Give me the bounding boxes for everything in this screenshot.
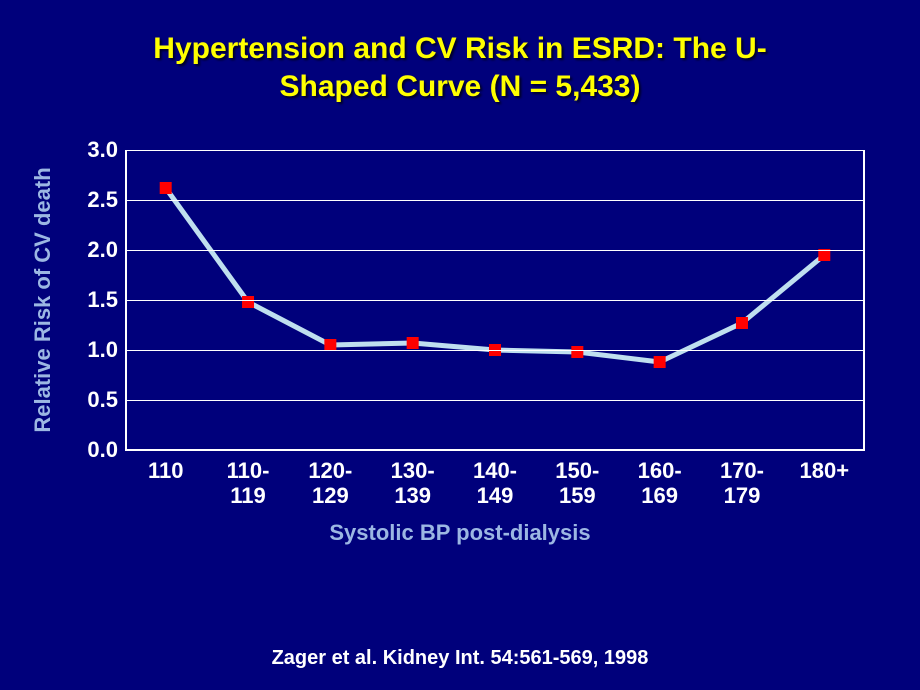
data-marker bbox=[160, 182, 172, 194]
plot-area bbox=[125, 150, 865, 450]
slide: Hypertension and CV Risk in ESRD: The U-… bbox=[0, 0, 920, 690]
x-tick-label: 110-119 bbox=[208, 458, 288, 509]
x-tick-label: 130-139 bbox=[373, 458, 453, 509]
y-tick-label: 2.0 bbox=[70, 237, 118, 263]
data-marker bbox=[736, 317, 748, 329]
data-marker bbox=[407, 337, 419, 349]
chart: Relative Risk of CV death Systolic BP po… bbox=[35, 140, 885, 570]
axis-line bbox=[125, 449, 865, 451]
title-line-1: Hypertension and CV Risk in ESRD: The U- bbox=[153, 32, 766, 65]
data-marker bbox=[654, 356, 666, 368]
y-tick-label: 3.0 bbox=[70, 137, 118, 163]
data-marker bbox=[242, 296, 254, 308]
y-tick-label: 0.0 bbox=[70, 437, 118, 463]
y-tick-label: 0.5 bbox=[70, 387, 118, 413]
y-tick-label: 2.5 bbox=[70, 187, 118, 213]
gridline bbox=[125, 200, 865, 201]
citation: Zager et al. Kidney Int. 54:561-569, 199… bbox=[0, 647, 920, 670]
axis-line bbox=[863, 150, 865, 450]
data-marker bbox=[571, 346, 583, 358]
gridline bbox=[125, 400, 865, 401]
gridline bbox=[125, 250, 865, 251]
y-tick-label: 1.0 bbox=[70, 337, 118, 363]
x-tick-label: 170-179 bbox=[702, 458, 782, 509]
x-tick-label: 180+ bbox=[784, 458, 864, 483]
x-tick-label: 140-149 bbox=[455, 458, 535, 509]
axis-line bbox=[125, 150, 127, 450]
x-tick-label: 150-159 bbox=[537, 458, 617, 509]
data-line bbox=[166, 188, 825, 362]
chart-title: Hypertension and CV Risk in ESRD: The U-… bbox=[0, 30, 920, 105]
gridline bbox=[125, 350, 865, 351]
x-tick-label: 120-129 bbox=[290, 458, 370, 509]
title-line-2: Shaped Curve (N = 5,433) bbox=[280, 70, 641, 103]
y-axis-label: Relative Risk of CV death bbox=[30, 167, 56, 432]
gridline bbox=[125, 150, 865, 151]
x-axis-label: Systolic BP post-dialysis bbox=[35, 520, 885, 546]
gridline bbox=[125, 300, 865, 301]
x-tick-label: 110 bbox=[126, 458, 206, 483]
x-tick-label: 160-169 bbox=[620, 458, 700, 509]
y-tick-label: 1.5 bbox=[70, 287, 118, 313]
